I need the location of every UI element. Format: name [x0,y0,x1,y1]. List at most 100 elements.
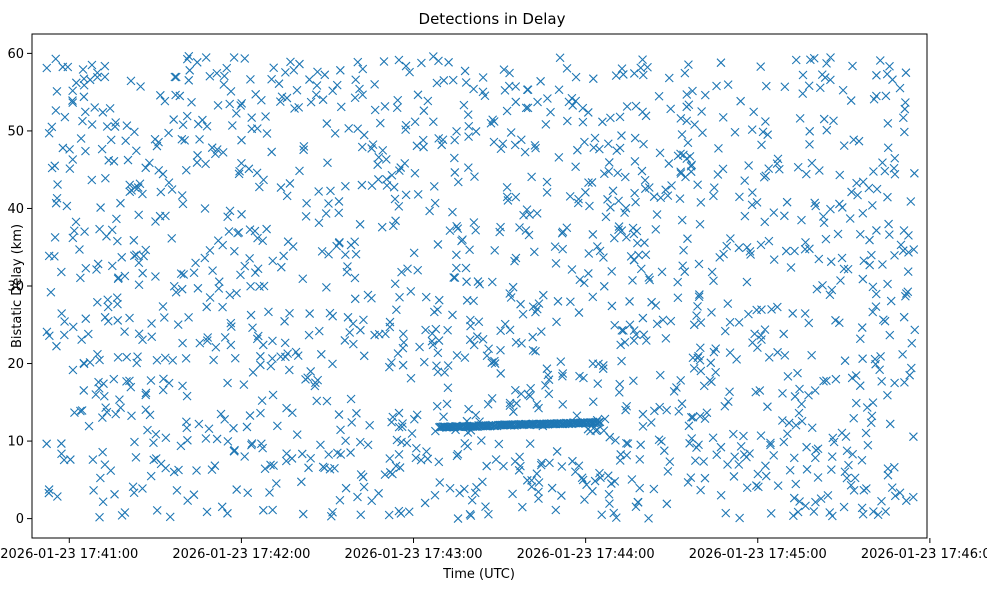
data-point [761,471,771,481]
data-point [387,417,396,427]
data-point [872,184,882,194]
data-point [654,435,664,445]
data-point [757,305,766,314]
data-point [663,191,673,201]
data-point [65,145,74,154]
data-point [87,175,97,185]
data-point [405,67,414,77]
data-point [261,112,270,121]
data-point [257,396,267,406]
data-point [867,250,876,260]
data-point [138,484,147,493]
data-point [100,460,110,469]
data-point [813,473,823,482]
x-tick-label: 2026-01-23 17:42:00 [172,547,310,562]
data-point [881,91,891,101]
data-point [132,358,142,368]
data-point [125,376,134,386]
data-point [451,250,461,260]
data-point [722,241,732,251]
data-point [59,330,69,340]
data-point [823,491,833,500]
data-point [506,128,516,137]
data-point [370,79,380,89]
data-point [444,57,453,67]
data-point [683,138,693,148]
data-point [225,290,235,300]
data-point [676,114,686,123]
data-point [826,53,835,62]
data-point [53,180,62,189]
data-point [598,364,608,374]
data-point [350,273,360,283]
data-point [134,329,144,339]
data-point [901,496,911,506]
data-point [840,356,850,366]
data-point [292,85,302,95]
data-point [800,244,810,254]
data-point [402,438,412,448]
data-point [284,365,294,375]
data-point [872,70,881,80]
data-point [682,90,692,99]
data-point [676,375,686,385]
data-point [184,313,193,322]
data-point [622,102,632,111]
data-point [158,169,168,179]
data-point [93,349,102,359]
data-point [686,412,696,422]
data-point [268,256,278,266]
data-point [139,251,149,261]
data-point [869,167,878,176]
data-point [258,443,268,453]
data-point [842,446,852,456]
data-point [595,468,604,478]
data-point [173,320,183,330]
data-point [825,75,835,85]
data-point [800,309,810,318]
data-point [777,416,787,425]
data-point [753,343,762,353]
data-point [455,488,465,498]
data-point [636,63,646,73]
data-point [130,183,140,192]
data-point [574,194,583,204]
data-point [398,360,408,370]
data-point [693,180,703,190]
data-point [521,103,531,113]
data-point [177,134,187,144]
data-point [52,492,62,501]
data-point [237,135,246,145]
data-point [739,450,749,459]
data-point [252,168,262,178]
data-point [293,351,303,360]
data-point [393,95,403,105]
data-point [92,297,102,307]
data-point [766,440,775,450]
data-point [336,102,346,112]
data-point [589,143,599,153]
data-point [598,361,608,370]
data-point [571,96,581,106]
data-point [774,164,784,174]
data-point [358,64,368,74]
data-point [120,327,129,337]
data-point [699,457,709,466]
data-point [725,317,735,327]
data-point [301,374,310,384]
data-point [266,361,276,371]
data-point [167,233,177,243]
data-point [629,336,639,346]
data-point [524,230,534,240]
data-point [780,82,790,92]
data-point [225,99,235,109]
data-point [505,289,515,298]
data-point [397,267,406,277]
data-point [220,71,229,81]
data-point [334,197,344,206]
data-point [476,436,486,445]
data-point [631,502,641,512]
data-point [688,86,697,96]
data-point [623,439,633,449]
data-point [145,410,155,420]
